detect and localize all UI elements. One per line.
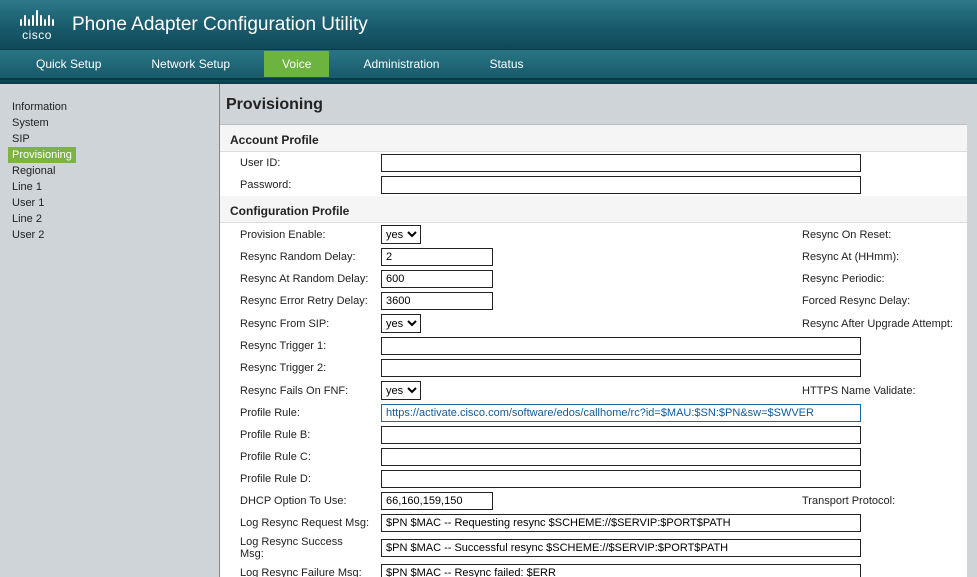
log-fail-label: Log Resync Failure Msg: — [220, 562, 375, 577]
cisco-bars-icon — [20, 8, 54, 26]
section-config-title: Configuration Profile — [220, 196, 967, 223]
resync-on-reset-label: Resync On Reset: — [792, 223, 967, 246]
profile-rule-c-label: Profile Rule C: — [220, 446, 375, 468]
resync-from-sip-label: Resync From SIP: — [220, 312, 375, 335]
resync-periodic-label: Resync Periodic: — [792, 268, 967, 290]
sidebar-item-provisioning[interactable]: Provisioning — [8, 147, 76, 163]
sidebar-item-user2[interactable]: User 2 — [8, 227, 48, 243]
sidebar-item-regional[interactable]: Regional — [8, 163, 59, 179]
resync-fails-on-fnf-select[interactable]: yes — [381, 381, 421, 400]
log-req-label: Log Resync Request Msg: — [220, 512, 375, 534]
dhcp-option-label: DHCP Option To Use: — [220, 490, 375, 512]
sidebar: Information System SIP Provisioning Regi… — [0, 84, 220, 577]
sidebar-item-user1[interactable]: User 1 — [8, 195, 48, 211]
brand-name: cisco — [22, 28, 52, 42]
sidebar-item-information[interactable]: Information — [8, 99, 71, 115]
resync-error-retry-delay-input[interactable] — [381, 292, 493, 310]
profile-rule-d-label: Profile Rule D: — [220, 468, 375, 490]
resync-after-upgrade-label: Resync After Upgrade Attempt: — [792, 312, 967, 335]
profile-rule-input[interactable] — [381, 404, 861, 422]
sidebar-item-sip[interactable]: SIP — [8, 131, 34, 147]
dhcp-option-input[interactable] — [381, 492, 493, 510]
resync-at-random-delay-label: Resync At Random Delay: — [220, 268, 375, 290]
resync-trigger1-input[interactable] — [381, 337, 861, 355]
main-nav: Quick Setup Network Setup Voice Administ… — [0, 50, 977, 80]
resync-at-hhmm-label: Resync At (HHmm): — [792, 246, 967, 268]
main-content: Provisioning Account Profile User ID: Pa… — [220, 84, 977, 577]
config-panel: Account Profile User ID: Password: Confi… — [220, 124, 967, 577]
resync-at-random-delay-input[interactable] — [381, 270, 493, 288]
profile-rule-label: Profile Rule: — [220, 402, 375, 424]
sidebar-item-system[interactable]: System — [8, 115, 53, 131]
forced-resync-delay-label: Forced Resync Delay: — [792, 290, 967, 312]
resync-from-sip-select[interactable]: yes — [381, 314, 421, 333]
nav-voice[interactable]: Voice — [264, 51, 329, 77]
sidebar-item-line1[interactable]: Line 1 — [8, 179, 46, 195]
password-input[interactable] — [381, 176, 861, 194]
profile-rule-b-label: Profile Rule B: — [220, 424, 375, 446]
password-label: Password: — [220, 174, 375, 196]
user-id-label: User ID: — [220, 152, 375, 174]
log-ok-label: Log Resync Success Msg: — [220, 534, 375, 562]
provision-enable-label: Provision Enable: — [220, 223, 375, 246]
cisco-logo: cisco — [20, 8, 54, 42]
sidebar-item-line2[interactable]: Line 2 — [8, 211, 46, 227]
nav-network-setup[interactable]: Network Setup — [135, 51, 246, 77]
page-title: Provisioning — [220, 96, 967, 124]
nav-quick-setup[interactable]: Quick Setup — [20, 51, 117, 77]
transport-protocol-label: Transport Protocol: — [792, 490, 967, 512]
nav-administration[interactable]: Administration — [347, 51, 455, 77]
profile-rule-d-input[interactable] — [381, 470, 861, 488]
app-title: Phone Adapter Configuration Utility — [72, 14, 368, 36]
resync-fails-on-fnf-label: Resync Fails On FNF: — [220, 379, 375, 402]
log-ok-input[interactable] — [381, 539, 861, 557]
profile-rule-b-input[interactable] — [381, 426, 861, 444]
nav-status[interactable]: Status — [473, 51, 539, 77]
resync-random-delay-label: Resync Random Delay: — [220, 246, 375, 268]
https-name-validate-label: HTTPS Name Validate: — [792, 379, 967, 402]
provision-enable-select[interactable]: yes — [381, 225, 421, 244]
user-id-input[interactable] — [381, 154, 861, 172]
section-account-title: Account Profile — [220, 125, 967, 152]
log-fail-input[interactable] — [381, 564, 861, 577]
resync-error-retry-delay-label: Resync Error Retry Delay: — [220, 290, 375, 312]
resync-random-delay-input[interactable] — [381, 248, 493, 266]
resync-trigger1-label: Resync Trigger 1: — [220, 335, 375, 357]
log-req-input[interactable] — [381, 514, 861, 532]
resync-trigger2-label: Resync Trigger 2: — [220, 357, 375, 379]
profile-rule-c-input[interactable] — [381, 448, 861, 466]
app-header: cisco Phone Adapter Configuration Utilit… — [0, 0, 977, 50]
resync-trigger2-input[interactable] — [381, 359, 861, 377]
